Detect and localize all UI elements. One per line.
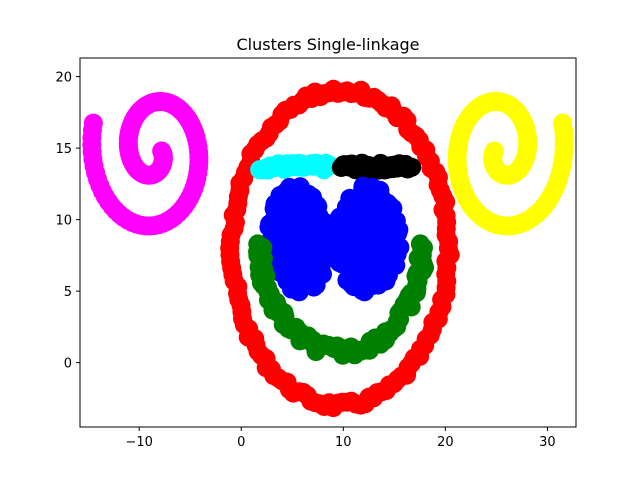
data-point <box>306 274 326 294</box>
data-point <box>354 206 374 226</box>
data-point <box>388 223 408 243</box>
data-point <box>327 225 347 245</box>
data-point <box>311 210 331 230</box>
data-point <box>298 184 318 204</box>
data-point <box>402 157 422 177</box>
y-tick-label: 5 <box>64 285 72 300</box>
data-point <box>338 271 358 291</box>
data-point <box>362 273 382 293</box>
chart-title: Clusters Single-linkage <box>237 35 420 54</box>
data-point <box>299 222 319 242</box>
y-tick-label: 20 <box>55 71 72 86</box>
data-marks <box>82 79 574 418</box>
y-axis: 0 5 10 15 20 <box>55 71 80 372</box>
plot-frame <box>79 57 577 428</box>
data-point <box>410 234 430 254</box>
y-tick-label: 0 <box>64 357 72 372</box>
data-point <box>341 232 361 252</box>
data-point <box>378 261 398 281</box>
data-point <box>284 275 304 295</box>
data-point <box>553 113 573 133</box>
data-point <box>280 245 300 265</box>
x-tick-label: −10 <box>125 435 152 450</box>
x-tick-label: 10 <box>335 435 352 450</box>
x-axis: −10 0 10 20 30 <box>125 427 556 450</box>
data-point <box>332 254 352 274</box>
x-tick-label: 30 <box>539 435 556 450</box>
data-point <box>354 181 374 201</box>
data-point <box>347 249 367 269</box>
y-tick-label: 10 <box>55 214 72 229</box>
data-point <box>264 199 284 219</box>
x-tick-label: 20 <box>437 435 454 450</box>
x-tick-label: 0 <box>237 435 245 450</box>
data-point <box>440 245 460 265</box>
data-point <box>83 113 103 133</box>
data-point <box>368 209 388 229</box>
y-tick-label: 15 <box>55 142 72 157</box>
data-point <box>311 255 331 275</box>
